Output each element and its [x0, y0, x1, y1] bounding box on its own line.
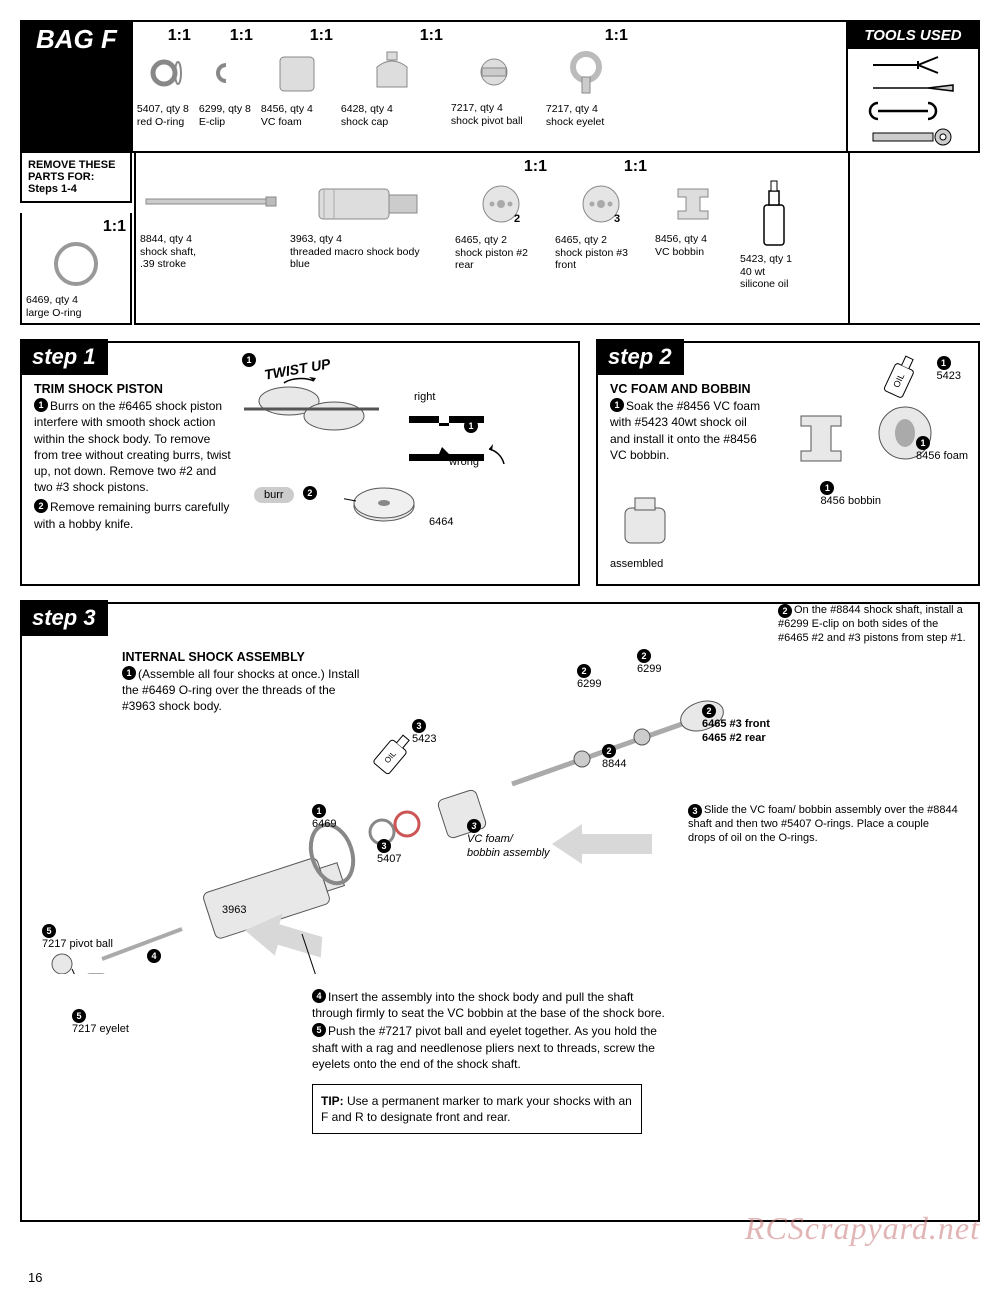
assembled-label: assembled [610, 557, 765, 572]
piston-tree-icon [234, 371, 384, 451]
lbl-6465f: 6465 #3 front [702, 718, 770, 730]
parts-row-1: 1:15407, qty 8red O-ring1:16299, qty 8E-… [131, 22, 848, 151]
step2-label: step 2 [596, 339, 684, 375]
part-item: 3963, qty 4threaded macro shock bodyblue [286, 157, 451, 319]
lbl-3963: 3963 [222, 904, 246, 918]
step1-title: TRIM SHOCK PISTON [34, 381, 234, 398]
step3-b4: Insert the assembly into the shock body … [312, 990, 665, 1020]
wrench-icon [868, 99, 958, 123]
bobbin-label: 8456 bobbin [820, 495, 881, 507]
step2-text: VC FOAM AND BOBBIN 1Soak the #8456 VC fo… [610, 381, 765, 572]
step1-partnum: 6464 [429, 516, 453, 530]
part-item: 1:136465, qty 2shock piston #3front [551, 157, 651, 319]
bag-header: BAG F 1:15407, qty 8red O-ring1:16299, q… [20, 20, 980, 153]
step2-bullet1: Soak the #8456 VC foam with #5423 40wt s… [610, 399, 760, 462]
oil-label: 5423 [937, 370, 961, 382]
lbl-6469: 6469 [312, 818, 336, 830]
step2-diagram: 15423 OIL 18456 foam 18456 bobbin [765, 381, 966, 572]
part-item: 1:16469, qty 4large O-ring [20, 213, 132, 325]
tools-column: TOOLS USED [848, 22, 978, 151]
lbl-7217p: 7217 pivot ball [42, 938, 113, 950]
lbl-6299b: 6299 [637, 663, 661, 675]
step1-bullet1: Burrs on the #6465 shock piston interfer… [34, 399, 231, 494]
part-item: 1:16428, qty 4shock cap [337, 26, 447, 147]
svg-text:2: 2 [514, 213, 520, 225]
foam-label: 8456 foam [916, 450, 968, 462]
remove-text: REMOVE THESE PARTS FOR: [28, 159, 115, 183]
step1-bullet2: Remove remaining burrs carefully with a … [34, 500, 229, 530]
oil-bottle-icon: OIL [872, 345, 929, 407]
part-item: 1:16299, qty 8E-clip [195, 26, 257, 147]
tip-box: TIP: Use a permanent marker to mark your… [312, 1084, 642, 1134]
tip-label: TIP: [321, 1094, 344, 1108]
parts-row-2-wrap: REMOVE THESE PARTS FOR: Steps 1-4 1:1646… [20, 153, 980, 325]
part-item: 7217, qty 4shock pivot ball [447, 26, 542, 147]
lbl-8844: 8844 [602, 758, 626, 770]
remove-parts-note: REMOVE THESE PARTS FOR: Steps 1-4 [20, 153, 132, 203]
step1-text: TRIM SHOCK PISTON 1Burrs on the #6465 sh… [34, 381, 234, 531]
step1-diagram: TWIST UP 1 right 1 wrong [234, 381, 566, 531]
exploded-diagram: OIL [22, 634, 962, 974]
step-row-1-2: step 1 TRIM SHOCK PISTON 1Burrs on the #… [20, 325, 980, 586]
lbl-6299a: 6299 [577, 678, 601, 690]
step1-label: step 1 [20, 339, 108, 375]
pliers-icon [868, 53, 958, 77]
part-item: 1:17217, qty 4shock eyelet [542, 26, 632, 147]
lbl-5407: 5407 [377, 853, 401, 865]
bullet-2-icon: 2 [34, 499, 48, 513]
step2-box: step 2 VC FOAM AND BOBBIN 1Soak the #845… [596, 341, 980, 586]
part-item: 8456, qty 4VC bobbin [651, 157, 736, 319]
page-number: 16 [28, 1270, 42, 1285]
parts-row-2: 8844, qty 4shock shaft,.39 stroke3963, q… [134, 153, 850, 325]
part-item: 1:126465, qty 2shock piston #2rear [451, 157, 551, 319]
lbl-vcfoam: VC foam/ bobbin assembly [467, 833, 550, 859]
notch-wrong-icon [404, 439, 524, 479]
svg-text:3: 3 [614, 213, 620, 225]
part-item: 8844, qty 4shock shaft,.39 stroke [136, 157, 286, 319]
tip-text: Use a permanent marker to mark your shoc… [321, 1094, 632, 1124]
step3-text45: 4Insert the assembly into the shock body… [312, 989, 672, 1134]
watermark: RCScrapyard.net [745, 1210, 980, 1247]
lbl-7217e: 7217 eyelet [72, 1023, 129, 1035]
piston-single-icon [344, 481, 424, 531]
step3-b5: Push the #7217 pivot ball and eyelet tog… [312, 1024, 657, 1070]
part-item: 1:15407, qty 8red O-ring [133, 26, 195, 147]
bobbin-icon [786, 406, 856, 471]
lbl-5423: 5423 [412, 733, 436, 745]
lbl-6465r: 6465 #2 rear [702, 732, 766, 744]
part-item: 5423, qty 140 wtsilicone oil [736, 157, 811, 319]
tools-title: TOOLS USED [848, 22, 978, 49]
burr-label: burr [254, 487, 294, 503]
part-item: 1:18456, qty 4VC foam [257, 26, 337, 147]
knife-icon [868, 81, 958, 95]
wrench2-icon [868, 127, 958, 147]
step1-box: step 1 TRIM SHOCK PISTON 1Burrs on the #… [20, 341, 580, 586]
bullet-1-icon: 1 [34, 398, 48, 412]
assembled-icon [610, 493, 680, 553]
step2-title: VC FOAM AND BOBBIN [610, 381, 765, 398]
step3-box: step 3 INTERNAL SHOCK ASSEMBLY 1(Assembl… [20, 602, 980, 1222]
remove-steps: Steps 1-4 [28, 183, 77, 195]
bag-title: BAG F [22, 22, 131, 151]
